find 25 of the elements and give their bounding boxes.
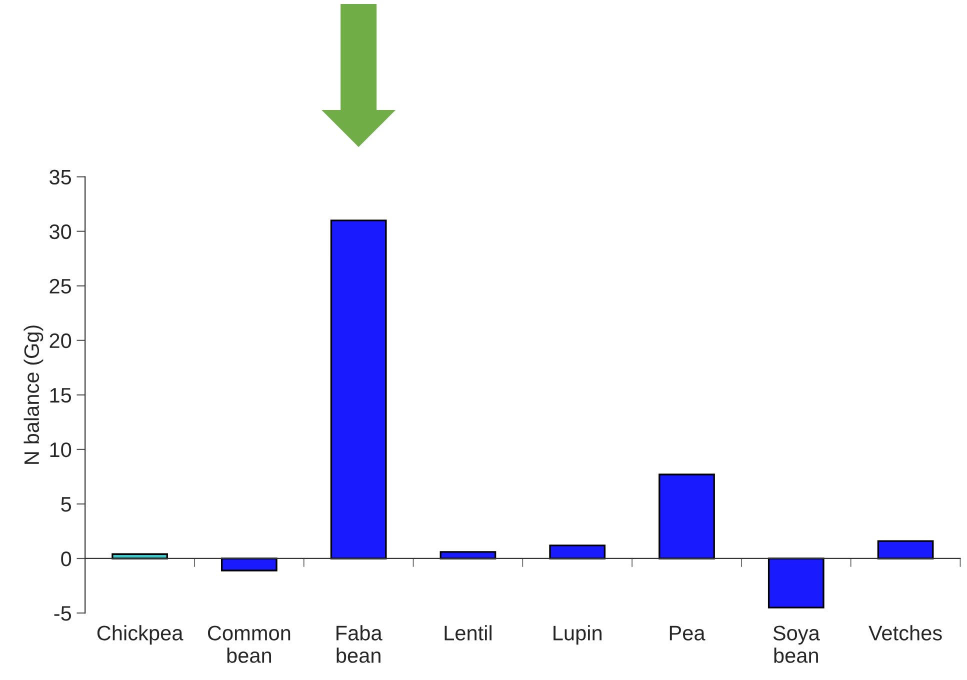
- x-tick-label: Faba bean: [336, 625, 382, 663]
- bar: [221, 558, 278, 572]
- bar: [768, 558, 824, 608]
- bar: [330, 220, 387, 560]
- bar: [658, 474, 715, 560]
- x-tick-label: Lentil: [444, 625, 492, 640]
- y-tick-label: 10: [50, 442, 72, 458]
- x-tick-label: Chickpea: [97, 625, 184, 645]
- x-tick-label: Lupin: [554, 625, 602, 645]
- y-tick-label: 20: [50, 333, 72, 348]
- bar: [549, 544, 606, 560]
- y-tick-label: 5: [61, 497, 72, 512]
- y-tick-label: 0: [61, 551, 72, 566]
- y-tick-label: 30: [50, 224, 72, 240]
- bar: [440, 551, 496, 560]
- x-tick-label: Vetches: [868, 625, 942, 640]
- y-tick-label: 15: [50, 388, 72, 403]
- x-tick-label: Common bean: [208, 626, 290, 663]
- y-axis-title: N balance (Gg): [24, 326, 44, 464]
- y-tick-label: -5: [54, 606, 72, 621]
- x-tick-label: Pea: [670, 626, 706, 640]
- y-tick-label: 35: [50, 170, 72, 185]
- bar: [877, 540, 934, 560]
- y-tick-label: 25: [50, 278, 72, 294]
- x-tick-label: Soya bean: [773, 626, 820, 663]
